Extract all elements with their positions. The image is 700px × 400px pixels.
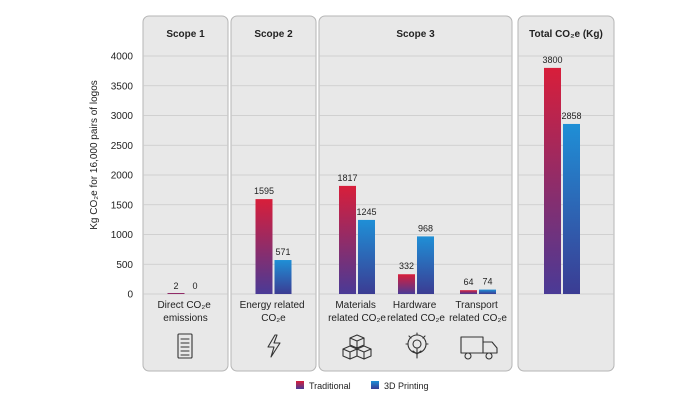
panel-title-scope-1: Scope 1 (166, 29, 205, 40)
category-label-direct-line2: emissions (163, 313, 207, 324)
value-label-traditional: 1817 (337, 173, 357, 183)
legend-swatch-3d-printing (371, 381, 379, 389)
y-tick-label: 500 (116, 260, 133, 271)
panel-title-scope-3: Scope 3 (396, 29, 435, 40)
bar-traditional (255, 199, 273, 294)
value-label-3d-printing: 74 (482, 277, 492, 287)
category-label-energy: Energy related CO₂e (240, 300, 308, 324)
y-tick-label: 1500 (111, 200, 134, 211)
bar-traditional (398, 274, 415, 294)
truck-icon (460, 336, 498, 360)
category-label-direct: Direct CO₂e emissions (157, 300, 213, 324)
panel-title-total: Total CO₂e (Kg) (529, 29, 603, 40)
bars (167, 67, 580, 295)
bar-traditional (339, 185, 356, 294)
bar-traditional (167, 293, 185, 294)
y-tick-label: 2000 (111, 171, 134, 182)
category-label-hardware-line2: related CO₂e (387, 313, 445, 324)
value-label-3d-printing: 1245 (356, 207, 376, 217)
category-label-transport-line1: Transport (455, 300, 498, 311)
category-label-materials-line1: Materials (335, 300, 376, 311)
panel-scope-2 (230, 15, 317, 372)
y-tick-label: 2500 (111, 141, 134, 152)
category-label-energy-line1: Energy related (240, 300, 305, 311)
value-label-traditional: 64 (463, 277, 473, 287)
value-labels: 2 1595 1817 332 64 3800 0 571 1245 968 74 2858 (173, 55, 581, 291)
y-axis-label: Kg CO₂e for 16,000 pairs of logos (89, 80, 100, 230)
value-label-traditional: 1595 (254, 186, 274, 196)
bar-traditional (544, 67, 561, 295)
category-label-direct-line1: Direct CO₂e (157, 300, 211, 311)
value-label-3d-printing: 2858 (561, 111, 581, 121)
y-tick-label: 0 (127, 290, 133, 301)
bar-3d-printing (479, 289, 496, 294)
y-tick-label: 3500 (111, 81, 134, 92)
bar-3d-printing (358, 219, 375, 294)
y-tick-label: 4000 (111, 52, 134, 63)
category-label-transport-line2: related CO₂e (449, 313, 507, 324)
cubes-icon (342, 334, 372, 360)
bar-3d-printing (563, 123, 580, 294)
category-label-materials: Materials related CO₂e (328, 300, 386, 324)
bar-3d-printing (274, 260, 292, 294)
category-label-materials-line2: related CO₂e (328, 313, 386, 324)
bar-traditional (460, 290, 477, 294)
legend-label-3d-printing: 3D Printing (384, 381, 429, 391)
grid-lines (143, 55, 614, 295)
legend-swatch-traditional (296, 381, 304, 389)
value-label-3d-printing: 571 (275, 247, 290, 257)
category-label-hardware-line1: Hardware (393, 300, 437, 311)
legend-label-traditional: Traditional (309, 381, 351, 391)
bar-3d-printing (417, 236, 434, 294)
value-label-3d-printing: 968 (418, 223, 433, 233)
category-label-energy-line2: CO₂e (261, 313, 286, 324)
category-label-transport: Transport related CO₂e (449, 300, 507, 324)
value-label-traditional: 2 (173, 281, 178, 291)
y-tick-label: 1000 (111, 230, 134, 241)
y-tick-label: 3000 (111, 111, 134, 122)
panel-title-scope-2: Scope 2 (254, 29, 293, 40)
category-label-hardware: Hardware related CO₂e (387, 300, 445, 324)
value-label-traditional: 3800 (542, 55, 562, 65)
value-label-traditional: 332 (399, 261, 414, 271)
lightning-icon (267, 334, 281, 358)
panel-scope-1 (142, 15, 229, 372)
electronics-icon (177, 333, 193, 359)
gear-tree-icon (405, 332, 429, 359)
value-label-3d-printing: 0 (192, 281, 197, 291)
y-axis-ticks: 0 500 1000 1500 2000 2500 3000 3500 4000 (111, 52, 134, 301)
